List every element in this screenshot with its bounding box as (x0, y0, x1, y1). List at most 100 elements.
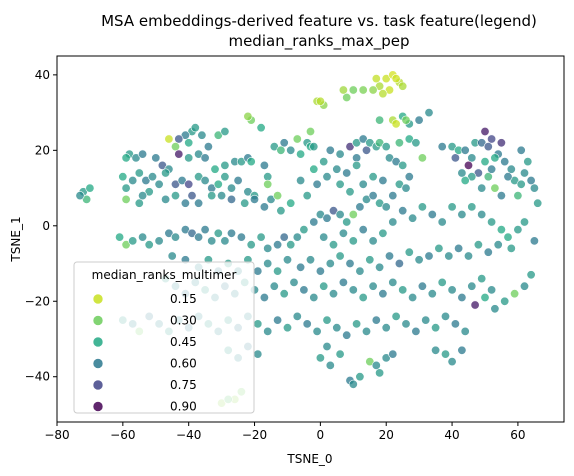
chart-subtitle: median_ranks_max_pep (228, 32, 409, 51)
data-point (227, 183, 237, 193)
data-point (463, 160, 473, 170)
data-point (352, 319, 362, 329)
data-point (437, 277, 447, 287)
data-point (477, 183, 487, 193)
data-point (421, 315, 431, 325)
data-point (427, 289, 437, 299)
data-point (411, 326, 421, 336)
data-point (490, 304, 500, 314)
data-point (305, 127, 315, 137)
legend-title: median_ranks_multimer (92, 268, 237, 282)
data-point (355, 372, 365, 382)
data-point (457, 292, 467, 302)
data-point (424, 251, 434, 261)
data-point (315, 353, 325, 363)
legend-swatch (92, 379, 104, 391)
data-point (279, 289, 289, 299)
legend-label: 0.60 (170, 357, 197, 371)
legend-swatch (92, 315, 104, 326)
x-tick-label: 60 (510, 428, 525, 442)
data-point (401, 183, 411, 193)
data-point (358, 225, 368, 235)
plot-frame (56, 55, 565, 423)
data-point (388, 277, 398, 287)
data-point (391, 119, 401, 129)
x-tick-label: −80 (44, 428, 69, 442)
data-point (365, 255, 375, 265)
data-point (194, 198, 204, 208)
data-point (394, 138, 404, 148)
data-point (335, 210, 345, 220)
data-point (286, 198, 296, 208)
data-point (404, 247, 414, 257)
data-point (220, 160, 230, 170)
data-point (394, 258, 404, 268)
data-point (332, 323, 342, 333)
data-point (289, 277, 299, 287)
data-point (519, 168, 529, 178)
data-point (513, 225, 523, 235)
data-point (378, 89, 388, 99)
data-point (246, 157, 256, 167)
legend-label: 0.75 (170, 378, 197, 392)
data-point (345, 187, 355, 197)
data-point (167, 251, 177, 261)
data-point (279, 138, 289, 148)
data-point (401, 115, 411, 125)
data-point (424, 108, 434, 118)
data-point (345, 258, 355, 268)
data-point (292, 311, 302, 321)
data-point (460, 326, 470, 336)
data-point (335, 251, 345, 261)
x-tick-label: −20 (242, 428, 267, 442)
data-point (477, 274, 487, 284)
legend-label: 0.30 (170, 314, 197, 328)
data-point (118, 172, 128, 182)
data-point (375, 115, 385, 125)
data-point (325, 258, 335, 268)
data-point (164, 134, 174, 144)
y-tick-label: 40 (35, 68, 50, 82)
data-point (296, 176, 306, 186)
data-point (190, 123, 200, 133)
data-point (200, 176, 210, 186)
data-point (194, 232, 204, 242)
data-point (526, 270, 536, 280)
legend-label: 0.90 (170, 400, 197, 414)
data-point (391, 311, 401, 321)
data-point (325, 145, 335, 155)
data-point (355, 266, 365, 276)
data-point (500, 157, 510, 167)
legend-swatch (92, 358, 104, 369)
data-point (253, 349, 263, 359)
y-tick-label: −40 (25, 370, 50, 384)
y-axis-label: TSNE_1 (9, 216, 23, 262)
data-point (348, 285, 358, 295)
data-point (302, 191, 312, 201)
data-point (197, 130, 207, 140)
data-point (368, 281, 378, 291)
data-point (213, 179, 223, 189)
data-point (447, 202, 457, 212)
data-point (184, 138, 194, 148)
data-point (447, 285, 457, 295)
data-point (503, 172, 513, 182)
legend-swatch (92, 336, 104, 348)
data-point (490, 183, 500, 193)
data-point (315, 266, 325, 276)
data-point (368, 236, 378, 246)
data-point (259, 292, 269, 302)
data-point (292, 232, 302, 242)
data-point (269, 281, 279, 291)
data-point (121, 153, 131, 163)
data-point (500, 296, 510, 306)
legend-swatch (92, 293, 104, 305)
data-point (529, 183, 539, 193)
data-point (250, 194, 260, 204)
data-point (138, 149, 148, 159)
data-point (513, 191, 523, 201)
data-point (279, 232, 289, 242)
data-point (312, 326, 322, 336)
data-point (447, 357, 457, 367)
data-point (322, 172, 332, 182)
